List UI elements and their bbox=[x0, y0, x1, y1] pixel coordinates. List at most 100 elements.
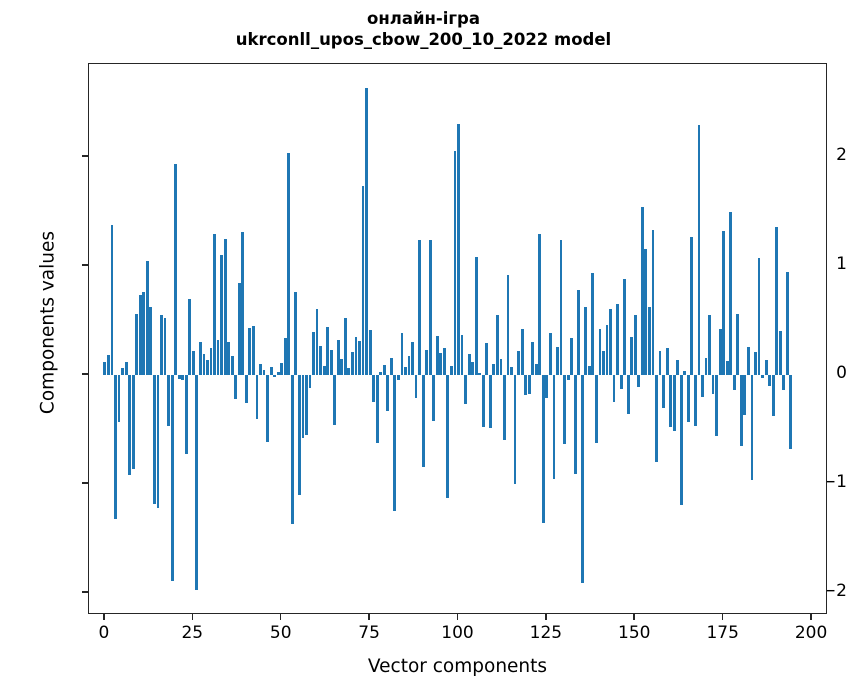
bar bbox=[690, 237, 694, 375]
bar bbox=[287, 153, 291, 375]
bar bbox=[683, 370, 687, 375]
x-tick-label: 150 bbox=[618, 623, 651, 643]
bar bbox=[768, 374, 772, 386]
bar bbox=[460, 334, 464, 375]
bar bbox=[665, 347, 669, 375]
bar bbox=[124, 361, 128, 375]
bar bbox=[697, 125, 701, 375]
bar bbox=[269, 367, 273, 375]
bar bbox=[389, 357, 393, 375]
bar bbox=[156, 374, 160, 509]
bar bbox=[396, 374, 400, 381]
y-tick-label: 1 bbox=[836, 253, 847, 274]
bar bbox=[732, 374, 736, 391]
bar bbox=[704, 357, 708, 375]
x-tick-label: 75 bbox=[358, 623, 380, 643]
bar bbox=[319, 345, 322, 375]
bar bbox=[404, 367, 407, 375]
bar bbox=[301, 374, 305, 439]
y-tick-mark bbox=[82, 264, 88, 266]
bar bbox=[658, 350, 662, 375]
bar bbox=[213, 234, 216, 375]
x-tick-mark bbox=[368, 614, 370, 620]
x-tick-mark bbox=[810, 614, 812, 620]
bar bbox=[329, 349, 333, 375]
bar bbox=[736, 313, 740, 375]
bar bbox=[128, 374, 132, 476]
bar bbox=[722, 230, 726, 375]
bar bbox=[386, 374, 390, 411]
x-tick-label: 25 bbox=[181, 623, 204, 643]
bar bbox=[160, 314, 163, 375]
bar bbox=[655, 374, 658, 463]
bar bbox=[414, 374, 418, 398]
bar bbox=[506, 274, 510, 375]
bar bbox=[485, 343, 489, 375]
bar bbox=[640, 206, 644, 375]
bar bbox=[439, 353, 443, 375]
bar bbox=[255, 374, 259, 419]
bar bbox=[623, 278, 627, 375]
bar bbox=[372, 374, 376, 403]
bar bbox=[527, 374, 531, 394]
bar bbox=[467, 354, 471, 375]
bar bbox=[428, 239, 432, 375]
bar bbox=[782, 374, 786, 391]
bar bbox=[209, 347, 213, 375]
bar bbox=[223, 238, 227, 375]
bar bbox=[191, 350, 195, 375]
bar bbox=[110, 225, 114, 375]
bar bbox=[237, 283, 241, 375]
bar bbox=[761, 374, 764, 379]
bar bbox=[513, 374, 517, 485]
bar bbox=[630, 336, 634, 375]
chart-title-line-2: ukrconll_upos_cbow_200_10_2022 model bbox=[235, 30, 612, 49]
bar bbox=[651, 229, 655, 375]
bar bbox=[644, 249, 648, 375]
bar bbox=[322, 366, 326, 375]
bar bbox=[771, 374, 775, 417]
bar bbox=[520, 329, 524, 375]
bar bbox=[708, 314, 711, 375]
bar bbox=[594, 374, 598, 443]
x-tick-mark bbox=[191, 614, 194, 620]
y-tick-label: 0 bbox=[836, 362, 847, 383]
bar bbox=[351, 352, 354, 375]
bar bbox=[718, 329, 722, 375]
bar bbox=[492, 364, 496, 375]
bar bbox=[619, 374, 623, 390]
bar bbox=[259, 364, 262, 375]
chart-title-line-1: онлайн-ігра bbox=[367, 9, 480, 28]
bar bbox=[343, 318, 347, 375]
bar bbox=[308, 374, 312, 389]
bar bbox=[612, 374, 616, 403]
y-axis-label: Components values bbox=[37, 230, 59, 415]
bar bbox=[252, 325, 255, 375]
bar bbox=[552, 374, 556, 479]
bar bbox=[181, 374, 185, 381]
bar bbox=[107, 355, 110, 375]
bar bbox=[626, 374, 630, 415]
bar bbox=[442, 347, 446, 375]
bar bbox=[747, 346, 750, 375]
bar bbox=[198, 342, 202, 375]
bar bbox=[481, 374, 485, 428]
y-tick-mark bbox=[82, 591, 88, 593]
bar bbox=[503, 374, 506, 441]
y-tick-label: −1 bbox=[821, 472, 847, 493]
bar bbox=[202, 354, 206, 375]
bar bbox=[195, 374, 199, 590]
bar bbox=[131, 374, 135, 469]
bar bbox=[138, 295, 142, 375]
bar bbox=[114, 374, 117, 519]
bar bbox=[648, 307, 651, 375]
bar bbox=[152, 374, 156, 504]
bar bbox=[248, 328, 252, 375]
bar bbox=[510, 367, 513, 375]
bar bbox=[563, 374, 566, 444]
bar bbox=[637, 374, 641, 387]
bar bbox=[220, 254, 223, 375]
bar bbox=[573, 374, 577, 475]
plot-area bbox=[88, 63, 827, 614]
bar bbox=[273, 374, 277, 378]
